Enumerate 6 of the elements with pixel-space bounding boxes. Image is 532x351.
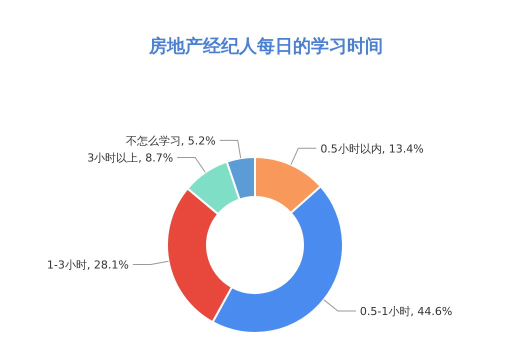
slice-label: 0.5-1小时, 44.6% xyxy=(360,305,452,318)
slice-label: 不怎么学习, 5.2% xyxy=(126,134,216,148)
slice-label: 1-3小时, 28.1% xyxy=(46,258,129,272)
slice-label: 3小时以上, 8.7% xyxy=(87,152,174,165)
chart-title: 房地产经纪人每日的学习时间 xyxy=(148,36,383,57)
slice-label: 0.5小时以内, 13.4% xyxy=(320,142,424,156)
